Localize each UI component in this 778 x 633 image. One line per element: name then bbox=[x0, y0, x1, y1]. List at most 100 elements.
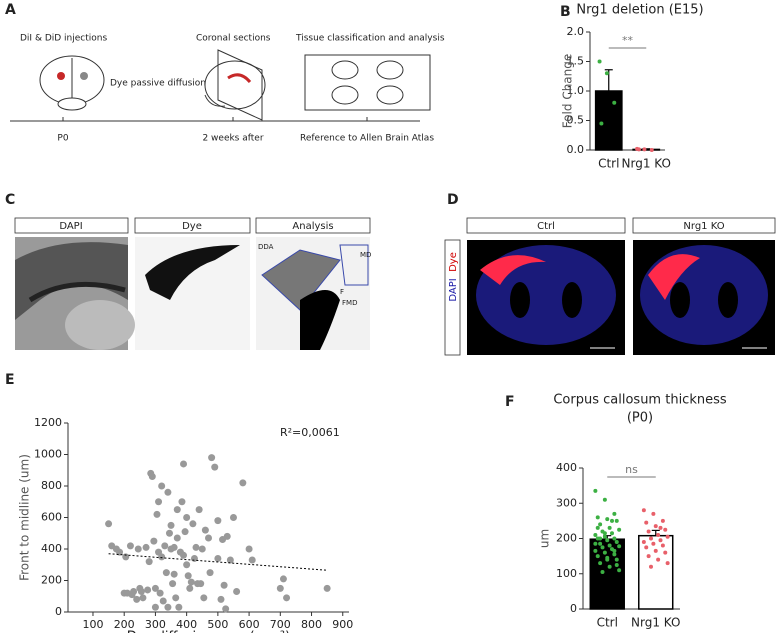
data-point bbox=[612, 552, 617, 557]
annotation: MD bbox=[360, 251, 371, 259]
data-point bbox=[172, 594, 180, 602]
data-point bbox=[279, 575, 287, 583]
data-point bbox=[148, 473, 156, 481]
data-point bbox=[614, 518, 619, 523]
data-point bbox=[595, 515, 600, 520]
data-point bbox=[173, 534, 181, 542]
image-title: DAPI bbox=[59, 221, 82, 232]
x-tick-label: 300 bbox=[145, 618, 166, 631]
y-tick-label: 1200 bbox=[34, 416, 62, 429]
y-tick-label: 200 bbox=[556, 532, 577, 545]
y-tick-label: 200 bbox=[41, 574, 62, 587]
data-point bbox=[145, 558, 153, 566]
section-diagram bbox=[204, 49, 266, 121]
stain-label: DAPI bbox=[448, 278, 459, 301]
title-box bbox=[466, 217, 626, 234]
data-point bbox=[598, 536, 603, 541]
data-point bbox=[641, 508, 646, 513]
data-point bbox=[158, 482, 166, 490]
x-tick-label: 900 bbox=[332, 618, 353, 631]
data-point bbox=[189, 520, 197, 528]
data-point bbox=[139, 594, 147, 602]
data-point bbox=[220, 581, 228, 589]
data-point bbox=[665, 561, 670, 566]
x-tick-label: 600 bbox=[239, 618, 260, 631]
data-point bbox=[607, 543, 612, 548]
step-text: 2 weeks after bbox=[202, 134, 263, 144]
annotation: F bbox=[340, 288, 344, 296]
data-point bbox=[134, 545, 142, 553]
step-text: Tissue classification and analysis bbox=[295, 34, 445, 44]
y-tick-label: 0.0 bbox=[567, 143, 585, 156]
image-title: Ctrl bbox=[537, 221, 555, 232]
ko-image bbox=[633, 240, 775, 355]
data-point bbox=[158, 553, 166, 561]
y-tick-label: 1.0 bbox=[567, 84, 585, 97]
atlas-icons bbox=[331, 60, 404, 105]
bar bbox=[638, 534, 674, 610]
x-tick-label: Nrg1 KO bbox=[631, 616, 680, 630]
x-tick-label: 500 bbox=[207, 618, 228, 631]
data-point bbox=[612, 536, 617, 541]
data-point bbox=[178, 498, 186, 506]
data-point bbox=[208, 454, 216, 462]
annotation: FMD bbox=[342, 299, 357, 307]
x-tick-label: Ctrl bbox=[598, 157, 619, 171]
data-point bbox=[198, 545, 206, 553]
data-point bbox=[161, 542, 169, 550]
title-box bbox=[255, 217, 371, 234]
step-text: DiI & DiD injections bbox=[20, 34, 107, 44]
data-point bbox=[137, 588, 145, 596]
annotation: R²=0,0061 bbox=[280, 426, 340, 439]
data-point bbox=[600, 569, 605, 574]
x-tick-label: 200 bbox=[114, 618, 135, 631]
data-point bbox=[641, 540, 646, 545]
data-point bbox=[614, 562, 619, 567]
data-point bbox=[658, 525, 663, 530]
data-point bbox=[226, 556, 234, 564]
x-axis-label: Dye diffusion area (mm²) bbox=[127, 630, 290, 633]
data-point bbox=[595, 554, 600, 559]
data-point bbox=[283, 594, 291, 602]
data-point bbox=[165, 529, 173, 537]
data-point bbox=[597, 59, 602, 64]
data-point bbox=[105, 520, 113, 528]
data-point bbox=[151, 584, 159, 592]
data-point bbox=[604, 71, 609, 76]
data-point bbox=[180, 460, 188, 468]
side-box bbox=[444, 239, 461, 356]
data-point bbox=[164, 488, 172, 496]
y-tick-label: 1.5 bbox=[567, 55, 585, 68]
x-tick-label: Ctrl bbox=[597, 616, 618, 630]
data-point bbox=[180, 551, 188, 559]
x-tick-label: Nrg1 KO bbox=[622, 157, 671, 171]
step-text: P0 bbox=[57, 134, 68, 144]
y-tick-label: 2.0 bbox=[567, 25, 585, 38]
y-axis-label: Front to midline (um) bbox=[18, 454, 32, 581]
data-point bbox=[656, 532, 661, 537]
data-point bbox=[644, 545, 649, 550]
data-point bbox=[181, 528, 189, 536]
stain-label: Dye bbox=[448, 252, 459, 272]
data-point bbox=[651, 511, 656, 516]
x-tick-label: 100 bbox=[82, 618, 103, 631]
data-point bbox=[602, 497, 607, 502]
data-point bbox=[636, 147, 641, 152]
data-point bbox=[144, 586, 152, 594]
data-point bbox=[612, 511, 617, 516]
data-point bbox=[600, 545, 605, 550]
data-point bbox=[648, 536, 653, 541]
data-point bbox=[197, 580, 205, 588]
data-point bbox=[155, 498, 163, 506]
data-point bbox=[248, 556, 256, 564]
y-axis-label: um bbox=[538, 529, 552, 548]
data-point bbox=[599, 121, 604, 126]
data-point bbox=[195, 506, 203, 514]
data-point bbox=[617, 544, 622, 549]
data-point bbox=[607, 525, 612, 530]
data-point bbox=[214, 517, 222, 525]
ctrl-image bbox=[467, 240, 625, 355]
bar bbox=[594, 90, 623, 151]
significance-label: ns bbox=[625, 463, 638, 476]
step-text: Dye passive diffusion bbox=[110, 79, 206, 89]
